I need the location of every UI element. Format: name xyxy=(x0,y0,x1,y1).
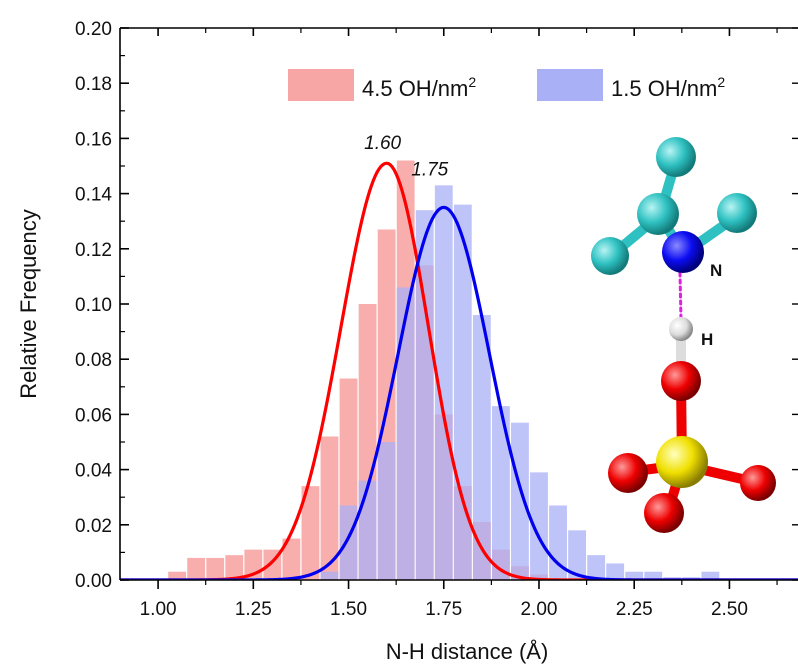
axis-ticks: 0.00 0.02 0.04 0.06 0.08 0.10 0.12 0.14 0.16 0.18… xyxy=(75,19,798,620)
x-tick-label: 1.25 xyxy=(235,599,272,620)
legend: 4.5 OH/nm2 1.5 OH/nm2 xyxy=(288,69,725,101)
nitrogen-atom-icon xyxy=(662,231,704,273)
carbon-atom-icon xyxy=(717,193,757,233)
histogram-bar xyxy=(625,571,644,580)
y-axis-title: Relative Frequency xyxy=(16,209,41,399)
histogram-bar xyxy=(396,287,415,580)
y-tick-label: 0.12 xyxy=(75,240,112,261)
histogram-bar xyxy=(568,530,586,580)
histogram-bar xyxy=(320,571,339,580)
histogram-bar xyxy=(339,505,358,580)
x-tick-label: 1.00 xyxy=(140,599,177,620)
y-tick-label: 0.06 xyxy=(75,405,112,426)
histogram-bar xyxy=(587,555,606,580)
carbon-atom-icon xyxy=(637,193,679,235)
legend-swatch-series-1 xyxy=(288,69,354,101)
histogram-bar xyxy=(168,571,187,580)
histogram-bar xyxy=(491,406,510,580)
histogram-bar xyxy=(225,555,244,580)
oxygen-atom-icon xyxy=(608,453,648,493)
x-tick-label: 1.50 xyxy=(330,599,367,620)
legend-label-series-1: 4.5 OH/nm2 xyxy=(362,74,476,101)
x-tick-label: 1.75 xyxy=(425,599,462,620)
histogram-bar xyxy=(187,557,206,580)
y-tick-label: 0.08 xyxy=(75,350,112,371)
peak-label-series-2: 1.75 xyxy=(411,159,448,180)
y-tick-label: 0.16 xyxy=(75,129,112,150)
y-tick-label: 0.10 xyxy=(75,295,112,316)
carbon-atom-icon xyxy=(591,237,629,275)
y-tick-label: 0.00 xyxy=(75,571,112,592)
histogram-bar xyxy=(434,185,453,580)
histogram-bar xyxy=(511,422,529,580)
histogram-bar xyxy=(472,315,491,580)
histogram-bar xyxy=(358,480,377,580)
histogram-bar xyxy=(644,571,663,580)
histogram-bar xyxy=(377,442,396,580)
histogram-bar xyxy=(415,210,434,580)
silicon-atom-icon xyxy=(656,436,708,488)
histogram-bar xyxy=(206,557,225,580)
histogram-bar xyxy=(530,472,548,580)
y-tick-label: 0.14 xyxy=(75,185,112,206)
histogram-bar xyxy=(701,571,720,580)
oxygen-atom-icon xyxy=(661,361,701,401)
histogram-bar xyxy=(606,563,625,580)
legend-swatch-series-2 xyxy=(537,69,603,101)
y-tick-label: 0.18 xyxy=(75,74,112,95)
x-axis-title: N-H distance (Å) xyxy=(386,639,549,664)
x-tick-label: 2.25 xyxy=(616,599,653,620)
y-tick-label: 0.02 xyxy=(75,516,112,537)
y-tick-label: 0.04 xyxy=(75,461,112,482)
oxygen-atom-icon xyxy=(644,493,684,533)
hydrogen-bond xyxy=(678,271,683,322)
x-tick-label: 2.00 xyxy=(520,599,557,620)
histogram-bar xyxy=(320,436,339,580)
histogram-bar xyxy=(282,538,301,580)
legend-label-series-2: 1.5 OH/nm2 xyxy=(611,74,725,101)
molecule-inset: N H xyxy=(591,137,776,533)
oxygen-atom-icon xyxy=(740,465,776,501)
histogram-bar xyxy=(301,486,320,580)
peak-label-series-1: 1.60 xyxy=(364,133,401,154)
y-tick-label: 0.20 xyxy=(75,19,112,40)
atom-label-hydrogen: H xyxy=(701,330,713,349)
carbon-atom-icon xyxy=(656,137,696,177)
hydrogen-atom-icon xyxy=(669,317,693,341)
x-tick-label: 2.50 xyxy=(711,599,748,620)
atom-label-nitrogen: N xyxy=(710,261,722,280)
